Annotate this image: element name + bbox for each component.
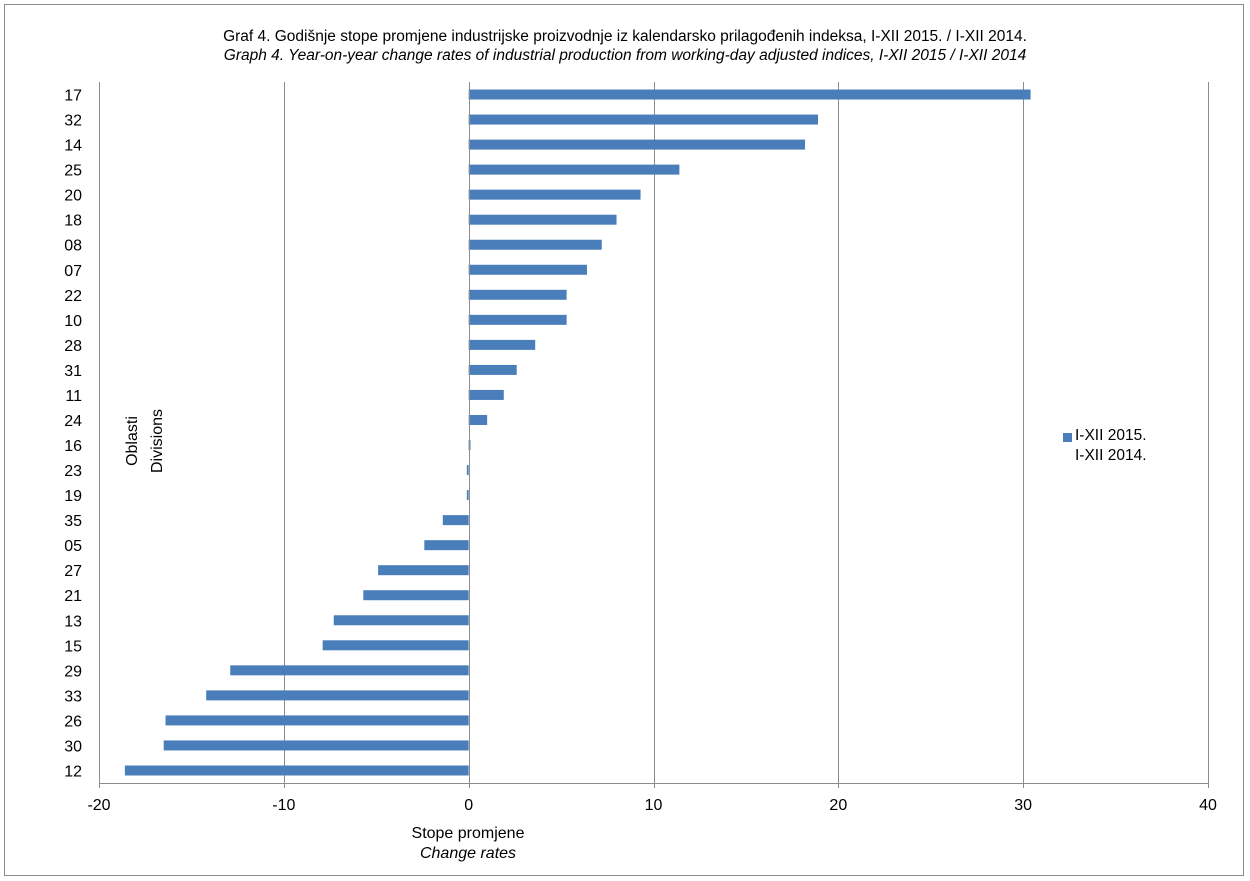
- bar-11: [468, 389, 504, 400]
- category-label: 17: [64, 88, 82, 105]
- bar-31: [468, 364, 517, 375]
- bar-32: [468, 114, 819, 125]
- x-tick-label: 40: [1199, 797, 1217, 814]
- bar-17: [468, 89, 1031, 100]
- x-axis-title: Stope promjene: [411, 825, 525, 842]
- bar-23: [466, 465, 469, 476]
- category-label: 28: [64, 338, 82, 355]
- category-label: 29: [64, 663, 82, 680]
- y-axis-title: Oblasti: [124, 416, 141, 466]
- category-label: 25: [64, 163, 82, 180]
- bar-19: [466, 490, 469, 501]
- x-axis-title-en: Change rates: [419, 845, 517, 862]
- bar-14: [468, 139, 806, 150]
- bar-07: [468, 264, 587, 275]
- category-label: 35: [64, 513, 82, 530]
- category-label: 15: [64, 638, 82, 655]
- bar-10: [468, 314, 567, 325]
- category-label: 30: [64, 738, 82, 755]
- x-tick-label: 30: [1014, 797, 1032, 814]
- bar-15: [322, 640, 469, 651]
- legend-label-line1: I-XII 2015.: [1075, 427, 1147, 444]
- bar-30: [163, 740, 469, 751]
- bar-22: [468, 289, 567, 300]
- legend-swatch: [1063, 433, 1072, 442]
- bar-35: [442, 515, 469, 526]
- bar-08: [468, 239, 602, 250]
- legend-label-line2: I-XII 2014.: [1075, 447, 1147, 464]
- category-label: 26: [64, 713, 82, 730]
- chart-title: Graf 4. Godišnje stope promjene industri…: [223, 28, 1027, 45]
- bar-21: [363, 590, 469, 601]
- x-tick-label: 10: [645, 797, 663, 814]
- category-label: 18: [64, 213, 82, 230]
- category-label: 23: [64, 463, 82, 480]
- category-label: 13: [64, 613, 82, 630]
- category-label: 08: [64, 238, 82, 255]
- bar-13: [333, 615, 469, 626]
- category-label: 20: [64, 188, 82, 205]
- y-axis-title-en: Divisions: [149, 409, 166, 474]
- x-tick-label: 0: [464, 797, 473, 814]
- bar-33: [206, 690, 469, 701]
- category-label: 21: [64, 588, 82, 605]
- category-label: 19: [64, 488, 82, 505]
- category-label: 07: [64, 263, 82, 280]
- x-tick-label: 20: [829, 797, 847, 814]
- bar-25: [468, 164, 680, 175]
- category-label: 22: [64, 288, 82, 305]
- bar-29: [230, 665, 469, 676]
- category-label: 14: [64, 138, 82, 155]
- category-label: 05: [64, 538, 82, 555]
- category-label: 33: [64, 688, 82, 705]
- bar-24: [468, 414, 488, 425]
- category-label: 11: [65, 388, 82, 405]
- bar-27: [378, 565, 469, 576]
- x-tick-label: -20: [87, 797, 110, 814]
- bar-18: [468, 214, 617, 225]
- bar-26: [165, 715, 469, 726]
- category-label: 31: [64, 363, 82, 380]
- bar-28: [468, 339, 536, 350]
- chart-subtitle: Graph 4. Year-on-year change rates of in…: [223, 47, 1027, 64]
- category-label: 10: [64, 313, 82, 330]
- category-label: 16: [64, 438, 82, 455]
- category-label: 24: [64, 413, 82, 430]
- bar-05: [424, 540, 469, 551]
- category-label: 32: [64, 113, 82, 130]
- category-label: 12: [64, 763, 82, 780]
- bar-20: [468, 189, 641, 200]
- x-tick-label: -10: [272, 797, 295, 814]
- category-label: 27: [64, 563, 82, 580]
- bar-12: [124, 765, 469, 776]
